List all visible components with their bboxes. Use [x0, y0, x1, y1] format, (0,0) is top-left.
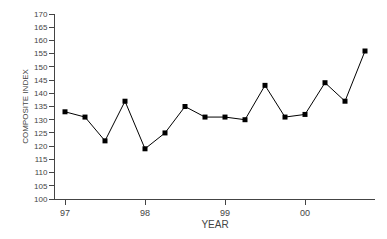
svg-text:00: 00	[300, 208, 310, 218]
svg-text:99: 99	[220, 208, 230, 218]
svg-text:135: 135	[34, 102, 48, 111]
svg-text:130: 130	[34, 116, 48, 125]
svg-text:105: 105	[34, 182, 48, 191]
svg-text:YEAR: YEAR	[201, 219, 228, 230]
svg-text:COMPOSITE INDEX: COMPOSITE INDEX	[21, 69, 30, 144]
svg-text:100: 100	[34, 195, 48, 204]
svg-text:140: 140	[34, 89, 48, 98]
svg-text:115: 115	[35, 155, 48, 164]
svg-text:110: 110	[35, 168, 48, 177]
svg-text:150: 150	[34, 63, 48, 72]
svg-text:120: 120	[34, 142, 48, 151]
svg-text:145: 145	[34, 76, 48, 85]
svg-text:165: 165	[34, 23, 48, 32]
svg-text:98: 98	[140, 208, 150, 218]
svg-text:125: 125	[34, 129, 48, 138]
svg-text:155: 155	[34, 49, 48, 58]
svg-text:160: 160	[34, 36, 48, 45]
svg-text:170: 170	[34, 10, 48, 19]
svg-text:97: 97	[60, 208, 70, 218]
